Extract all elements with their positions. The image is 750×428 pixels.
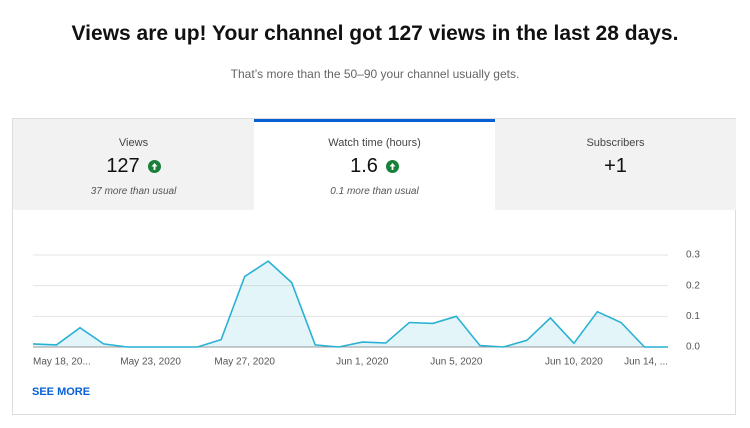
up-icon <box>147 160 161 173</box>
tab-label: Watch time (hours) <box>328 137 421 149</box>
card: Views 127 37 more than usual Watch time … <box>12 118 736 415</box>
tab-note: 37 more than usual <box>90 186 177 197</box>
y-tick-label: 0.3 <box>686 250 700 261</box>
tab-note: 0.1 more than usual <box>330 186 419 197</box>
x-tick-label: Jun 5, 2020 <box>430 357 483 368</box>
subtitle: That’s more than the 50–90 your channel … <box>230 67 520 81</box>
headline: Views are up! Your channel got 127 views… <box>71 22 679 45</box>
tab-label: Views <box>118 137 149 149</box>
tab-label: Subscribers <box>586 137 645 149</box>
y-tick-label: 0.2 <box>686 280 700 291</box>
tab[interactable]: Watch time (hours) 1.6 0.1 more than usu… <box>254 119 495 210</box>
tab-value-row: +1 <box>495 155 736 178</box>
tab-value-row: 1.6 <box>254 155 495 178</box>
x-tick-label: May 23, 2020 <box>120 357 181 368</box>
tab-value: +1 <box>604 155 627 177</box>
see-more-link[interactable]: SEE MORE <box>32 386 91 398</box>
line <box>32 260 668 348</box>
x-tick-label: May 18, 20... <box>33 357 91 368</box>
area-fill <box>33 261 668 347</box>
tab[interactable]: Subscribers +1 <box>495 119 736 210</box>
tab-value: 127 <box>106 155 140 177</box>
x-tick-label: May 27, 2020 <box>214 357 275 368</box>
x-tick-label: Jun 14, ... <box>624 357 668 368</box>
y-tick-label: 0.0 <box>686 342 700 353</box>
up-icon <box>385 160 399 173</box>
x-tick-label: Jun 1, 2020 <box>336 357 389 368</box>
y-tick-label: 0.1 <box>686 311 700 322</box>
tab[interactable]: Views 127 37 more than usual <box>13 119 254 210</box>
tab-value-row: 127 <box>13 155 254 178</box>
tab-value: 1.6 <box>350 155 378 177</box>
x-tick-label: Jun 10, 2020 <box>545 357 603 368</box>
